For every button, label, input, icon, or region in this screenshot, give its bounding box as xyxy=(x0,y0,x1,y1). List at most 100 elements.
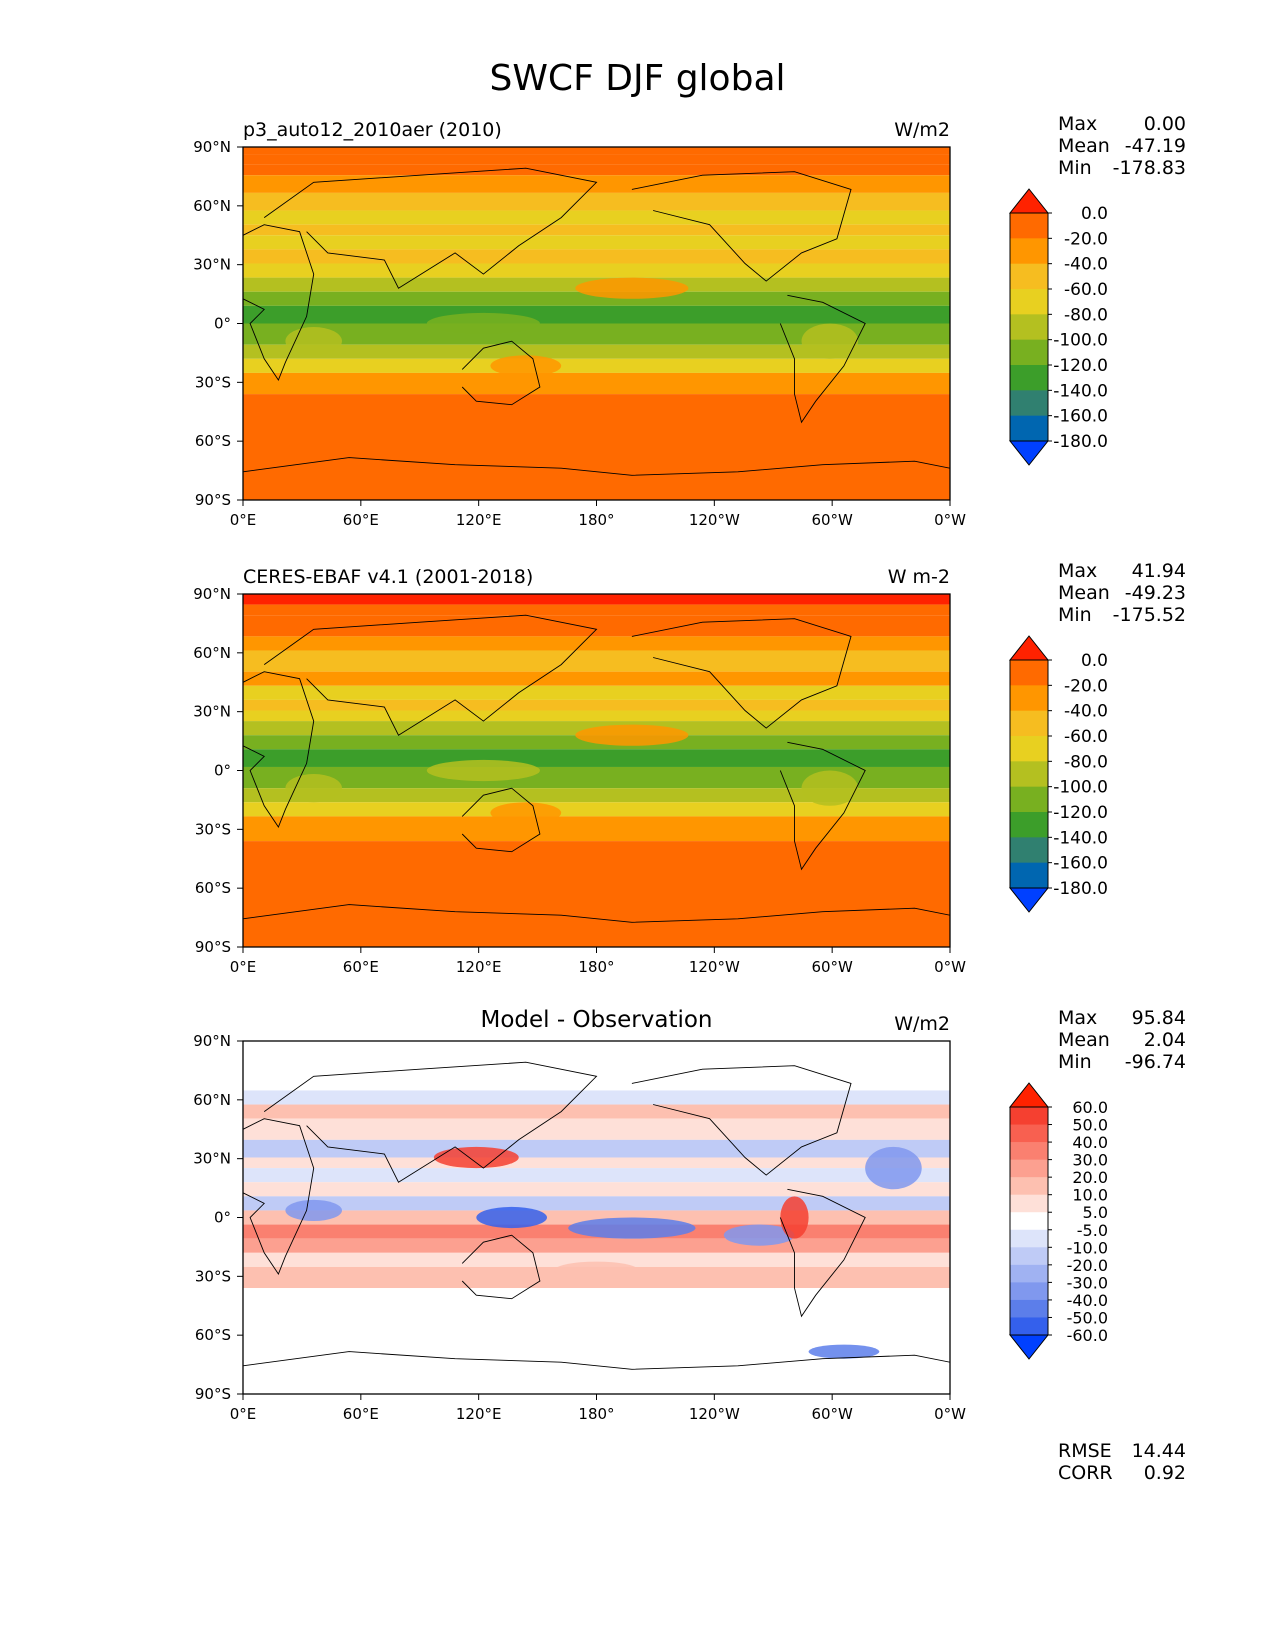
map-band-8 xyxy=(243,1196,950,1211)
stat-row-mean: Mean 2.04 xyxy=(1058,1029,1186,1051)
colorbar-segment xyxy=(1010,1177,1048,1196)
map-blob-6 xyxy=(780,1196,809,1239)
panel-1-svg: 0°E 60°E 120°E 180° 120°W 60°W 0°W 90°N 60°N 30°N… xyxy=(193,138,1108,529)
colorbar-label: 40.0 xyxy=(1072,1133,1108,1152)
y-tick-label: 0° xyxy=(214,762,231,780)
colorbar-extend-bottom xyxy=(1008,1334,1050,1360)
stat-mean-label: Mean xyxy=(1058,582,1110,604)
stat-max-value: 41.94 xyxy=(1131,560,1186,582)
map-band-11 xyxy=(243,291,950,306)
map-band-3 xyxy=(243,1118,950,1140)
coastline-2 xyxy=(461,787,541,853)
map-band-12 xyxy=(243,1252,950,1267)
map-blob-0 xyxy=(433,1146,519,1169)
x-tick-label: 0°W xyxy=(934,511,966,529)
coastline-0 xyxy=(242,671,315,828)
stat-row-min: Min -175.52 xyxy=(1058,604,1186,626)
colorbar-segment xyxy=(1010,1124,1048,1143)
colorbar-segment xyxy=(1010,685,1048,712)
x-tick-label: 0°W xyxy=(934,958,966,976)
colorbar-segment xyxy=(1010,837,1048,864)
map-band-13 xyxy=(243,323,950,345)
colorbar-segment xyxy=(1010,213,1048,239)
x-tick-label: 60°E xyxy=(343,511,379,529)
map-band-0 xyxy=(243,147,950,155)
map-blob-1 xyxy=(476,1206,548,1229)
stat-rmse-value: 14.44 xyxy=(1131,1440,1186,1462)
colorbar-label: -20.0 xyxy=(1064,676,1108,696)
colorbar-segment xyxy=(1010,1142,1048,1161)
coastline-1 xyxy=(263,167,598,289)
stat-row-rmse: RMSE 14.44 xyxy=(1058,1440,1186,1462)
coastline-2 xyxy=(461,340,541,406)
map-band-2 xyxy=(243,164,950,176)
colorbar-label: -10.0 xyxy=(1067,1238,1108,1257)
map-blob-3 xyxy=(723,1224,795,1246)
colorbar-segment xyxy=(1010,1264,1048,1283)
x-tick-label: 60°E xyxy=(343,1405,379,1423)
map-band-7 xyxy=(243,1182,950,1197)
y-tick-label: 90°S xyxy=(195,1385,231,1403)
colorbar-label: -50.0 xyxy=(1067,1308,1108,1327)
stat-min-value: -178.83 xyxy=(1112,157,1186,179)
colorbar-segment xyxy=(1010,812,1048,838)
colorbar-segment xyxy=(1010,786,1048,813)
colorbar-segment xyxy=(1010,761,1048,788)
y-tick-label: 60°N xyxy=(193,644,231,662)
map-band-3 xyxy=(243,636,950,651)
colorbar-label: -60.0 xyxy=(1064,280,1108,300)
panel-2-title: CERES-EBAF v4.1 (2001-2018) xyxy=(243,566,534,588)
x-tick-label: 120°E xyxy=(456,1405,502,1423)
stat-mean-value: -49.23 xyxy=(1124,582,1186,604)
colorbar-frame xyxy=(1009,1106,1049,1336)
map-band-16 xyxy=(243,372,950,395)
colorbar-extend-top xyxy=(1008,635,1050,661)
map-band-12 xyxy=(243,766,950,789)
x-tick-label: 180° xyxy=(578,511,614,529)
y-tick-label: 30°S xyxy=(195,1267,231,1285)
colorbar-segment xyxy=(1010,1299,1048,1318)
map-band-0 xyxy=(243,1041,950,1091)
map-band-5 xyxy=(243,671,950,686)
stat-row-max: Max 95.84 xyxy=(1058,1007,1186,1029)
stat-min-label: Min xyxy=(1058,1051,1092,1073)
colorbar-segment xyxy=(1010,415,1048,442)
map-blob-5 xyxy=(554,1261,639,1280)
coastline-4 xyxy=(779,741,866,871)
colorbar-label: -160.0 xyxy=(1053,854,1108,874)
colorbar-segment xyxy=(1010,710,1048,737)
y-tick-label: 90°N xyxy=(193,585,231,603)
x-tick-label: 0°E xyxy=(230,1405,257,1423)
y-tick-label: 30°N xyxy=(193,703,231,721)
x-tick-label: 60°W xyxy=(811,511,853,529)
colorbar-label: 0.0 xyxy=(1081,204,1108,224)
stat-row-mean: Mean -47.19 xyxy=(1058,135,1186,157)
panel-2: CERES-EBAF v4.1 (2001-2018) W m-2 Max 41.94… xyxy=(0,0,1275,976)
colorbar-label: -30.0 xyxy=(1067,1273,1108,1292)
coastline-1 xyxy=(263,1061,598,1183)
colorbar-frame xyxy=(1009,659,1049,889)
map-blob-4 xyxy=(575,724,689,746)
stat-row-max: Max 41.94 xyxy=(1058,560,1186,582)
x-tick-label: 180° xyxy=(578,1405,614,1423)
colorbar-label: -40.0 xyxy=(1064,702,1108,722)
map-band-5 xyxy=(243,210,950,225)
panel-3: Model - Observation W/m2 Max 95.84 Mean 2.04 M… xyxy=(0,0,1275,1484)
colorbar-label: -60.0 xyxy=(1064,727,1108,747)
stat-min-value: -96.74 xyxy=(1124,1051,1186,1073)
y-tick-label: 90°S xyxy=(195,491,231,509)
stat-row-min: Min -96.74 xyxy=(1058,1051,1186,1073)
error-stats: RMSE 14.44 CORR 0.92 xyxy=(1058,1440,1186,1484)
colorbar-segment xyxy=(1010,862,1048,889)
coastline-1 xyxy=(263,614,598,736)
stat-row-min: Min -178.83 xyxy=(1058,157,1186,179)
stat-max-value: 0.00 xyxy=(1143,113,1186,135)
coastline-3 xyxy=(631,171,852,282)
panel-1-stats: Max 0.00 Mean -47.19 Min -178.83 xyxy=(1058,113,1186,179)
stat-max-label: Max xyxy=(1058,113,1098,135)
y-tick-label: 30°S xyxy=(195,820,231,838)
colorbar-segment xyxy=(1010,1194,1048,1213)
y-tick-label: 30°S xyxy=(195,373,231,391)
map-blob-3 xyxy=(801,323,859,359)
map-band-14 xyxy=(243,1288,950,1394)
